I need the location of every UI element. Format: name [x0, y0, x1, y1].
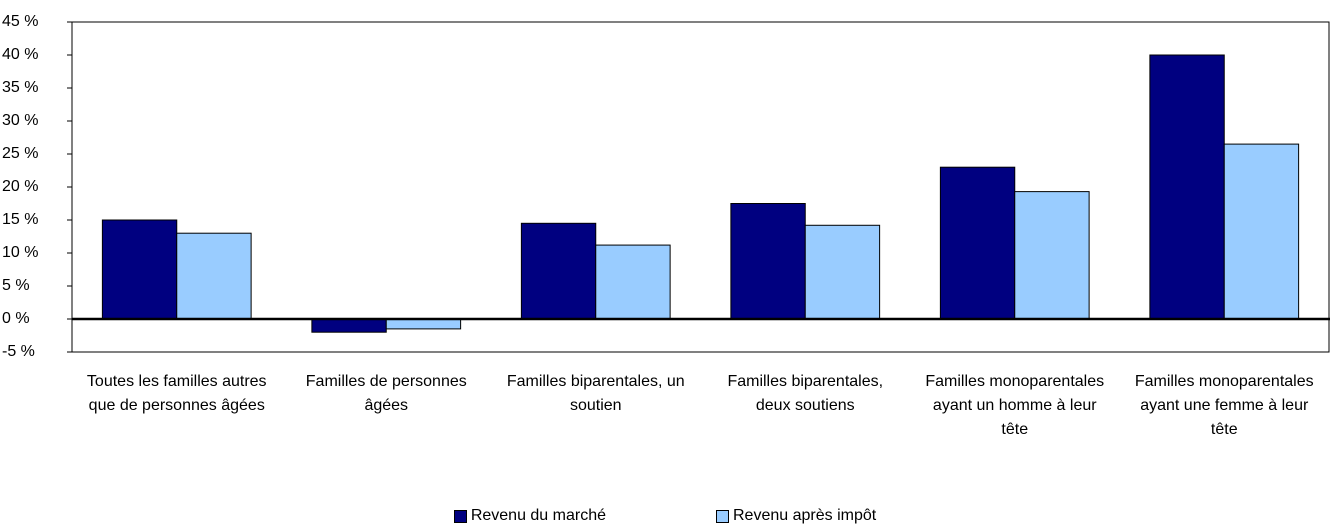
y-tick-label: 20 %: [2, 178, 38, 195]
bar: [1149, 54, 1225, 320]
y-tick-label: 35 %: [2, 79, 38, 96]
legend-label: Revenu après impôt: [733, 507, 877, 524]
x-tick-label: Toutes les familles autres que de person…: [86, 373, 267, 414]
x-tick-label: Familles biparentales, deux soutiens: [727, 373, 884, 414]
legend-label: Revenu du marché: [470, 507, 606, 524]
y-tick-label: -5 %: [2, 343, 35, 360]
legend-swatch: [453, 509, 467, 523]
bar: [520, 222, 597, 320]
bar: [311, 318, 387, 333]
legend: Revenu du marché Revenu après impôt: [0, 507, 1330, 525]
bar: [595, 244, 671, 320]
bar: [176, 232, 252, 320]
y-tick-label: 25 %: [2, 145, 38, 162]
plot-frame: [71, 21, 1330, 353]
y-tick-label: 15 %: [2, 211, 38, 228]
x-tick-label: Familles monoparentales ayant une femme …: [1134, 373, 1314, 438]
bar: [804, 224, 881, 320]
bar: [1223, 143, 1300, 320]
y-tick-label: 40 %: [2, 46, 38, 63]
y-tick-label: 10 %: [2, 244, 38, 261]
y-tick-label: 30 %: [2, 112, 38, 129]
x-tick-label: Familles de personnes âgées: [305, 373, 467, 414]
bar: [730, 203, 806, 320]
y-tick-label: 0 %: [2, 310, 30, 327]
bar: [101, 219, 178, 320]
x-tick-label: Familles biparentales, un soutien: [506, 373, 685, 414]
y-tick-label: 45 %: [2, 13, 38, 30]
bar: [939, 166, 1016, 320]
legend-swatch: [716, 509, 729, 523]
bar: [385, 318, 462, 330]
legend-item: Revenu du marché: [453, 507, 606, 525]
y-tick-label: 5 %: [2, 277, 30, 294]
x-tick-label: Familles monoparentales ayant un homme à…: [925, 373, 1105, 438]
bar: [1014, 191, 1090, 320]
legend-item: Revenu après impôt: [716, 507, 876, 525]
